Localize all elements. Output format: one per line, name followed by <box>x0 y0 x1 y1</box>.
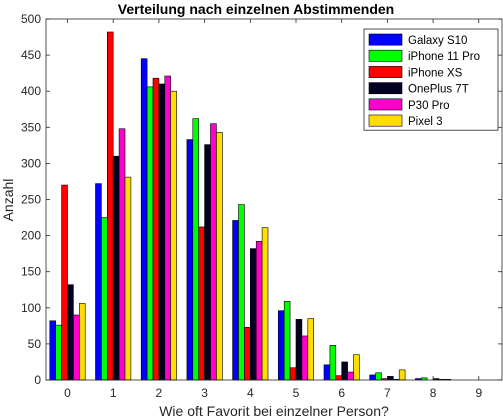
x-tick-label: 4 <box>247 386 254 400</box>
legend-label: Galaxy S10 <box>408 35 467 47</box>
legend-swatch <box>368 66 403 78</box>
bar <box>329 345 337 381</box>
legend-swatch <box>368 33 403 46</box>
bar <box>140 58 148 381</box>
bar <box>95 183 102 381</box>
y-axis-label: Anzahl <box>0 179 16 222</box>
bar <box>210 123 217 381</box>
bar <box>124 176 132 381</box>
bar <box>146 86 154 381</box>
y-tick-labels: 0 50 100 150 200 250 300 350 400 450 500 <box>21 12 41 387</box>
bar <box>112 155 120 381</box>
legend-label: iPhone XS <box>408 67 463 79</box>
y-tick-label: 150 <box>21 265 41 279</box>
bar <box>101 217 108 381</box>
bar <box>216 132 223 381</box>
chart-title: Verteilung nach einzelnen Abstimmenden <box>118 1 394 17</box>
legend-swatch <box>368 114 403 127</box>
bar <box>158 83 166 381</box>
bar <box>61 184 68 381</box>
y-tick-label: 50 <box>28 337 42 351</box>
bar <box>283 300 291 381</box>
bar <box>55 324 62 381</box>
bar <box>152 77 160 381</box>
bar <box>204 144 211 381</box>
x-tick-label: 2 <box>156 386 163 400</box>
axes-group <box>45 18 503 381</box>
y-tick-label: 250 <box>21 193 41 207</box>
y-tick-label: 0 <box>34 373 41 387</box>
bar <box>186 139 194 381</box>
x-tick-label: 1 <box>110 386 117 400</box>
legend-swatch <box>368 49 403 62</box>
y-tick-label: 100 <box>21 301 41 315</box>
x-tick-label: 7 <box>384 386 391 400</box>
bar <box>118 128 126 381</box>
y-tick-label: 450 <box>21 48 41 62</box>
legend: Galaxy S10 iPhone 11 Pro iPhone XS OnePlus … <box>363 28 499 131</box>
bar <box>250 248 257 381</box>
legend-label: P30 Pro <box>408 100 450 112</box>
bar <box>192 118 200 381</box>
bar <box>335 375 342 381</box>
legend-label: Pixel 3 <box>408 116 443 128</box>
bar <box>295 319 303 381</box>
x-tick-label: 0 <box>64 386 71 400</box>
bar <box>398 369 406 381</box>
legend-label: OnePlus 7T <box>408 84 469 96</box>
y-tick-label: 300 <box>21 156 41 170</box>
bar <box>232 220 239 381</box>
x-tick-labels: 0 1 2 3 4 5 6 7 8 9 <box>64 386 482 400</box>
x-tick-label: 5 <box>293 386 300 400</box>
bar <box>347 371 354 381</box>
x-tick-label: 9 <box>475 386 482 400</box>
y-tick-label: 200 <box>21 229 41 243</box>
bar <box>49 320 56 381</box>
bar <box>255 241 263 381</box>
bar <box>67 284 74 381</box>
legend-swatch <box>368 98 403 111</box>
bar <box>277 310 285 381</box>
x-axis-label: Wie oft Favorit bei einzelner Person? <box>159 403 389 419</box>
bar <box>375 372 382 381</box>
bar <box>289 367 297 381</box>
bar <box>164 75 172 381</box>
x-tick-label: 8 <box>430 386 437 400</box>
y-tick-label: 500 <box>21 12 41 26</box>
y-tick-label: 350 <box>21 120 41 134</box>
y-tick-label: 400 <box>21 84 41 98</box>
x-tick-label: 6 <box>338 386 345 400</box>
bar <box>107 31 114 381</box>
bar <box>369 374 376 381</box>
bar <box>261 227 269 381</box>
legend-box <box>363 28 499 131</box>
bar <box>323 364 331 381</box>
legend-swatch <box>368 82 403 95</box>
bar <box>244 326 251 381</box>
bar <box>79 303 86 381</box>
bar <box>301 335 309 381</box>
x-tick-label: 3 <box>201 386 208 400</box>
bar <box>198 226 205 381</box>
bar <box>353 354 360 381</box>
bar <box>307 318 314 381</box>
bar <box>238 204 245 381</box>
bar <box>387 376 394 381</box>
bar <box>73 314 80 381</box>
bar <box>341 361 348 381</box>
bar <box>170 90 177 381</box>
legend-label: iPhone 11 Pro <box>408 51 480 63</box>
